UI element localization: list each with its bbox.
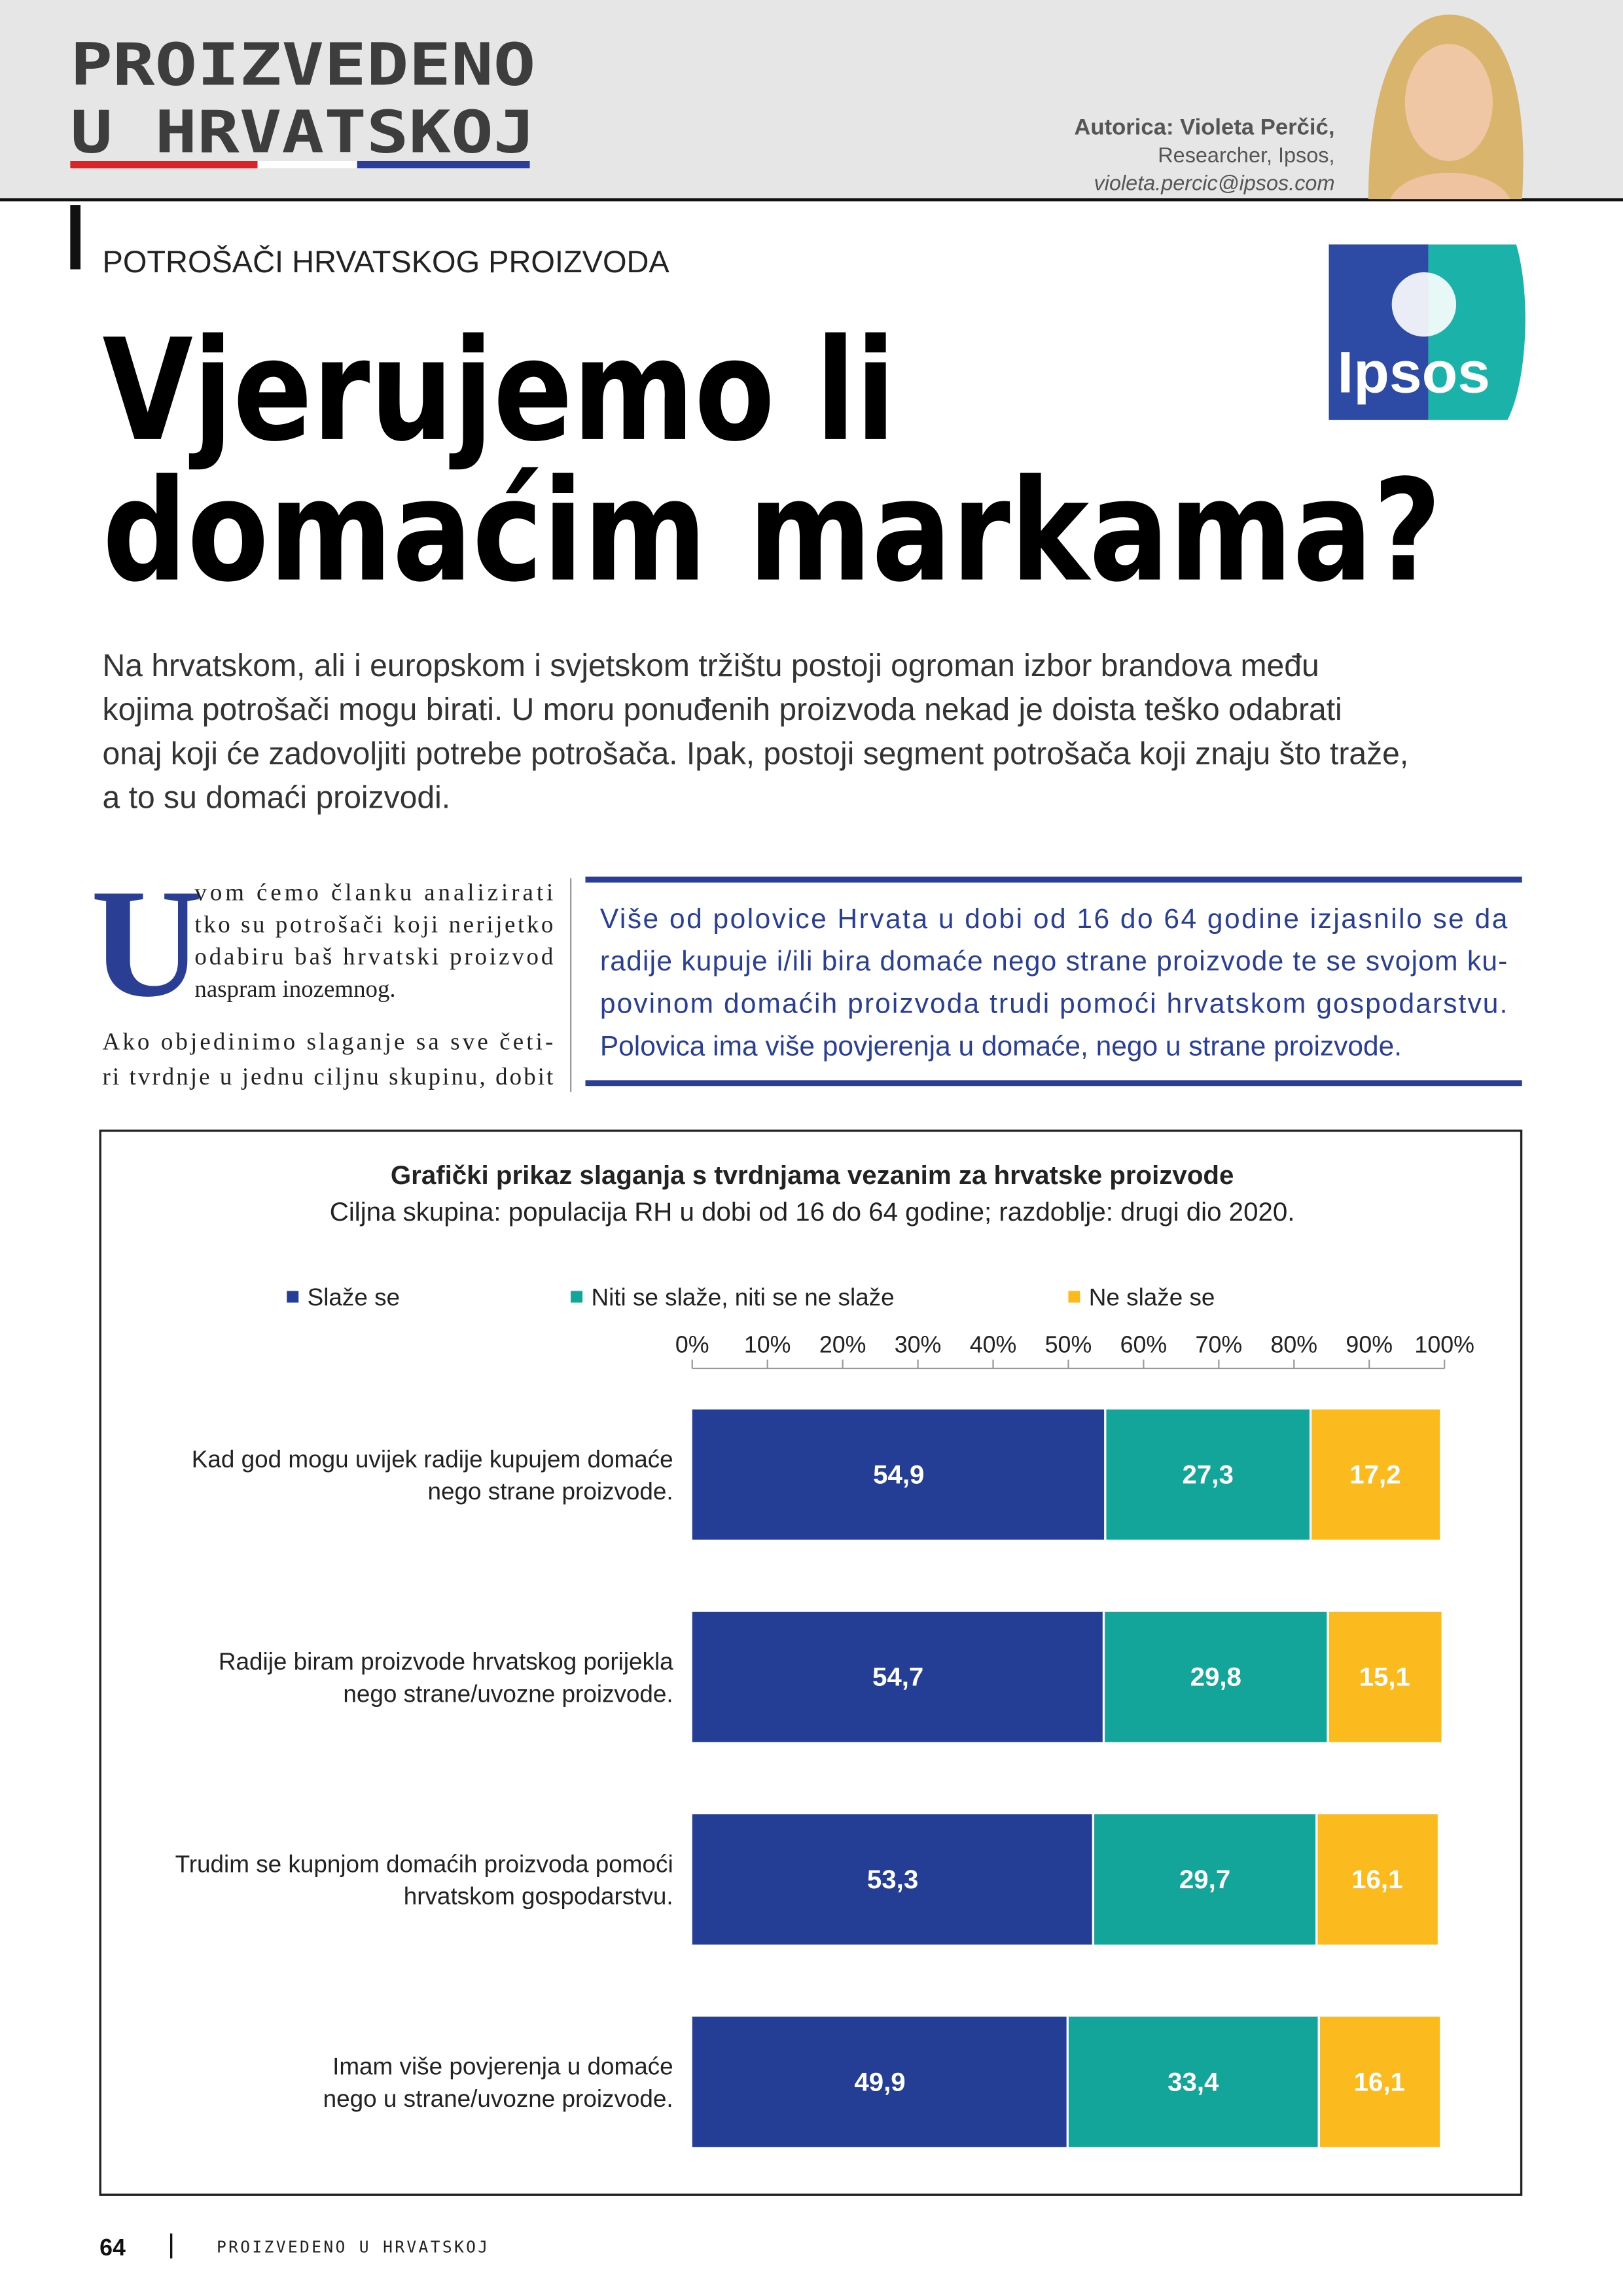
quote-line: radije kupuje i/ili bira domaće nego str…	[600, 946, 1507, 977]
value-label: 15,1	[1359, 1662, 1410, 1692]
value-label: 16,1	[1354, 2067, 1405, 2096]
legend-swatch	[571, 1291, 583, 1303]
bar-segment	[1103, 1611, 1329, 1742]
x-tick-label: 100%	[1414, 1331, 1474, 1357]
body-line: vom ćemo članku analizirati	[194, 878, 553, 905]
x-tick-label: 20%	[819, 1331, 866, 1357]
lead-line: a to su domaći proizvodi.	[103, 780, 451, 815]
x-tick-label: 0%	[675, 1331, 709, 1357]
article-title: Vjerujemo li	[103, 309, 896, 473]
quote-line: Više od polovice Hrvata u dobi od 16 do …	[600, 904, 1508, 935]
chart-title: Grafički prikaz slaganja s tvrdnjama vez…	[391, 1160, 1234, 1190]
author-role: Researcher, Ipsos,	[1158, 143, 1334, 167]
magazine-name: U HRVATSKOJ	[70, 99, 535, 167]
bar-segment	[692, 1611, 1104, 1742]
x-tick-label: 80%	[1270, 1331, 1317, 1357]
legend-swatch	[1068, 1291, 1080, 1303]
x-tick-label: 40%	[970, 1331, 1017, 1357]
ipsos-logo: Ipsos	[1329, 244, 1525, 420]
legend-swatch	[287, 1291, 299, 1303]
chart-subtitle: Ciljna skupina: populacija RH u dobi od …	[330, 1197, 1295, 1227]
section-label: POTROŠAČI HRVATSKOG PROIZVODA	[103, 244, 670, 279]
article-title: domaćim markama?	[103, 450, 1442, 613]
value-label: 29,7	[1179, 1865, 1230, 1894]
legend-label: Niti se slaže, niti se ne slaže	[591, 1284, 894, 1311]
author-name: Autorica: Violeta Perčić,	[1074, 115, 1334, 140]
value-label: 16,1	[1351, 1865, 1402, 1894]
section-bar	[70, 205, 80, 270]
author-email: violeta.percic@ipsos.com	[1094, 171, 1335, 195]
bar-segment	[1093, 1814, 1317, 1945]
drop-cap: U	[91, 858, 203, 1030]
lead-line: Na hrvatskom, ali i europskom i svjetsko…	[103, 648, 1319, 683]
lead-line: kojima potrošači mogu birati. U moru pon…	[103, 692, 1342, 727]
body-line: tko su potrošači koji nerijetko	[194, 910, 553, 937]
value-label: 49,9	[854, 2067, 905, 2096]
body-line: odabiru baš hrvatski proizvod	[194, 943, 553, 970]
flag-stripe	[357, 160, 530, 169]
category-label: Imam više povjerenja u domaće nego u stra…	[323, 2053, 673, 2112]
chart-frame	[99, 1129, 1523, 2196]
value-label: 33,4	[1168, 2067, 1219, 2096]
bar-segment	[1316, 1814, 1438, 1945]
lead-line: onaj koji će zadovoljiti potrebe potroša…	[103, 736, 1409, 771]
x-tick-label: 10%	[744, 1331, 791, 1357]
value-label: 17,2	[1349, 1460, 1400, 1489]
page-number: 64	[99, 2234, 126, 2261]
x-tick-label: 70%	[1196, 1331, 1243, 1357]
logo-text: Ipsos	[1337, 339, 1490, 404]
value-label: 27,3	[1183, 1460, 1234, 1489]
category-label: Kad god mogu uvijek radije kupujem domać…	[192, 1446, 673, 1505]
footer-magazine: PROIZVEDENO U HRVATSKOJ	[217, 2238, 490, 2257]
body-line: naspram inozemnog.	[194, 975, 395, 1002]
chart: Slaže se Niti se slaže, niti se ne slaže N…	[175, 1284, 1474, 2147]
body-line: ri tvrdnje u jednu ciljnu skupinu, dobit	[103, 1063, 554, 1090]
value-label: 54,7	[872, 1662, 923, 1692]
flag-stripe	[257, 160, 357, 169]
quote-line: Polovica ima više povjerenja u domaće, n…	[600, 1031, 1402, 1062]
value-label: 54,9	[873, 1460, 924, 1489]
x-tick-label: 90%	[1346, 1331, 1393, 1357]
body-line: Ako objedinimo slaganje sa sve četi-	[103, 1028, 554, 1054]
bar-segment	[692, 1409, 1105, 1540]
flag-stripe	[70, 160, 258, 169]
bar-segment	[692, 2017, 1068, 2147]
quote-line: povinom domaćih proizvoda trudi pomoći h…	[600, 988, 1507, 1019]
legend-label: Slaže se	[308, 1284, 400, 1311]
category-label: Trudim se kupnjom domaćih proizvoda pomo…	[175, 1850, 673, 1909]
bar-segment	[1328, 1611, 1442, 1742]
value-label: 29,8	[1190, 1662, 1241, 1692]
category-label: Radije biram proizvode hrvatskog porijek…	[219, 1648, 673, 1707]
x-tick-label: 50%	[1045, 1331, 1092, 1357]
bar-segment	[692, 1814, 1094, 1945]
author-photo	[1368, 14, 1524, 200]
bar-segment	[1067, 2017, 1319, 2147]
bar-segment	[1319, 2017, 1440, 2147]
magazine-name: PROIZVEDENO	[70, 31, 535, 99]
value-label: 53,3	[867, 1865, 918, 1894]
x-tick-label: 30%	[895, 1331, 942, 1357]
bar-segment	[1310, 1409, 1440, 1540]
legend-label: Ne slaže se	[1089, 1284, 1215, 1311]
x-tick-label: 60%	[1120, 1331, 1168, 1357]
bar-segment	[1105, 1409, 1311, 1540]
